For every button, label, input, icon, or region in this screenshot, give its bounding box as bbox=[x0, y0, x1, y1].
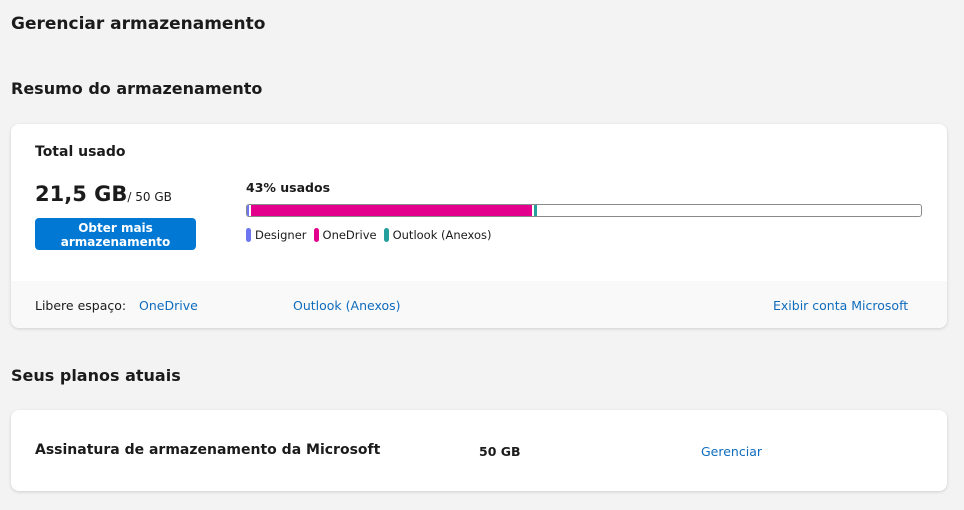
free-space-label: Libere espaço: bbox=[35, 298, 127, 313]
usage-bar bbox=[246, 204, 922, 217]
legend-label: Designer bbox=[255, 228, 307, 242]
usage-legend: Designer OneDrive Outlook (Anexos) bbox=[246, 228, 492, 242]
free-space-footer: Libere espaço: OneDrive Outlook (Anexos)… bbox=[11, 281, 947, 328]
percent-used: 43% usados bbox=[246, 180, 331, 195]
plan-name: Assinatura de armazenamento da Microsoft bbox=[35, 442, 381, 458]
free-outlook-link[interactable]: Outlook (Anexos) bbox=[293, 298, 401, 313]
view-microsoft-account-link[interactable]: Exibir conta Microsoft bbox=[773, 298, 909, 313]
usage-segment-outlook-anexos- bbox=[534, 205, 540, 216]
legend-swatch bbox=[313, 228, 319, 242]
plan-card: Assinatura de armazenamento da Microsoft… bbox=[11, 410, 947, 491]
manage-plan-link[interactable]: Gerenciar bbox=[701, 444, 762, 459]
legend-item: Outlook (Anexos) bbox=[383, 228, 492, 242]
used-value: 21,5 GB bbox=[35, 182, 128, 206]
legend-label: OneDrive bbox=[322, 228, 377, 242]
legend-item: OneDrive bbox=[313, 228, 377, 242]
page-title: Gerenciar armazenamento bbox=[11, 14, 266, 34]
plan-size: 50 GB bbox=[479, 444, 521, 459]
legend-swatch bbox=[383, 228, 389, 242]
summary-heading: Resumo do armazenamento bbox=[11, 79, 263, 98]
plans-heading: Seus planos atuais bbox=[11, 366, 181, 385]
usage-segment-designer bbox=[247, 205, 251, 216]
legend-item: Designer bbox=[246, 228, 307, 242]
capacity-value: / 50 GB bbox=[127, 190, 172, 204]
legend-swatch bbox=[246, 228, 251, 242]
free-onedrive-link[interactable]: OneDrive bbox=[139, 298, 198, 313]
usage-amount: 21,5 GB/ 50 GB bbox=[35, 182, 172, 206]
get-more-storage-button[interactable]: Obter mais armazenamento bbox=[35, 218, 196, 250]
total-used-label: Total usado bbox=[35, 144, 126, 160]
storage-summary-card: Total usado 21,5 GB/ 50 GB Obter mais ar… bbox=[11, 124, 947, 328]
legend-label: Outlook (Anexos) bbox=[392, 228, 492, 242]
usage-segment-onedrive bbox=[251, 205, 535, 216]
